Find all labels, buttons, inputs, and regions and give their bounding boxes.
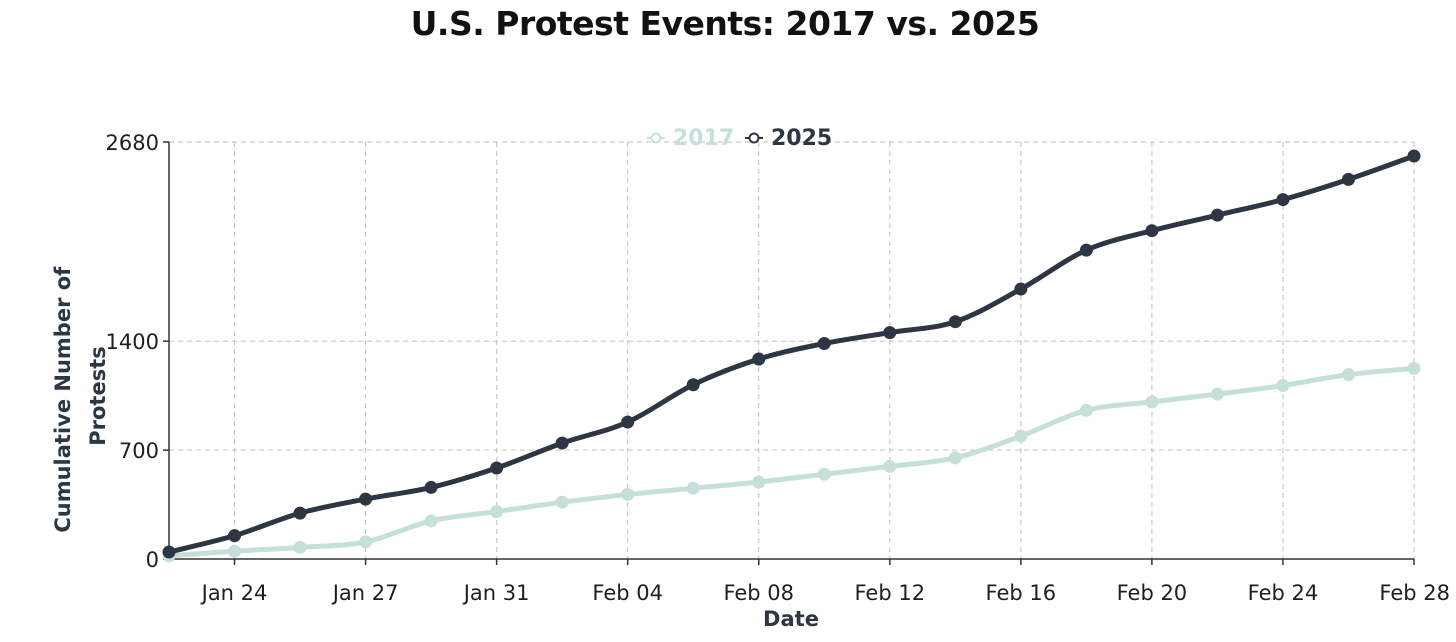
gridlines	[169, 141, 1415, 559]
data-point-2025	[162, 545, 176, 559]
data-point-2017	[752, 475, 766, 489]
data-point-2017	[948, 451, 962, 465]
data-point-2025	[752, 352, 766, 366]
data-point-2025	[686, 378, 700, 392]
data-point-2025	[1210, 208, 1224, 222]
y-axis-title: Cumulative Number of Protests	[51, 259, 110, 532]
data-point-2017	[555, 495, 569, 509]
legend-label-2025: 2025	[771, 126, 832, 151]
data-point-2017	[424, 514, 438, 528]
series-layer	[162, 149, 1421, 563]
x-tick-label: Feb 12	[855, 581, 926, 605]
data-point-2025	[1014, 282, 1028, 296]
series-line-2025	[166, 153, 1417, 555]
series-2025	[162, 149, 1421, 559]
legend-marker-2017	[650, 132, 662, 144]
data-point-2017	[1407, 361, 1421, 375]
chart-title: U.S. Protest Events: 2017 vs. 2025	[410, 4, 1040, 43]
y-tick-label: 2680	[106, 131, 159, 155]
data-point-2025	[424, 480, 438, 494]
y-axis-title-line-2: Protests	[86, 346, 110, 446]
data-point-2025	[359, 492, 373, 506]
data-point-2017	[1145, 395, 1159, 409]
data-point-2017	[817, 467, 831, 481]
data-point-2025	[948, 315, 962, 329]
axes	[168, 142, 1414, 560]
data-point-2017	[1341, 368, 1355, 382]
data-point-2025	[1276, 193, 1290, 207]
data-point-2017	[1276, 379, 1290, 393]
data-point-2025	[883, 326, 897, 340]
legend-label-2017: 2017	[673, 126, 734, 151]
y-tick-labels: 0 700 1400 2680	[106, 131, 169, 572]
x-tick-labels: Jan 24 Jan 27 Jan 31 Feb 04 Feb 08 Feb 12 Feb …	[200, 559, 1450, 605]
data-point-2025	[1341, 172, 1355, 186]
x-tick-label: Jan 27	[331, 581, 399, 605]
x-axis-title: Date	[763, 607, 819, 631]
data-point-2025	[228, 529, 242, 543]
x-tick-label: Feb 16	[986, 581, 1057, 605]
x-tick-label: Feb 08	[723, 581, 794, 605]
data-point-2025	[293, 506, 307, 520]
y-axis-title-line-1: Cumulative Number of	[51, 266, 75, 533]
data-point-2025	[555, 436, 569, 450]
data-point-2025	[490, 461, 504, 475]
series-2017	[162, 361, 1421, 563]
legend-marker-2025	[748, 132, 760, 144]
legend-item-2017: 2017	[647, 126, 734, 151]
data-point-2025	[621, 415, 635, 429]
legend-item-2025: 2025	[745, 126, 832, 151]
x-tick-label: Jan 24	[200, 581, 268, 605]
data-point-2017	[1210, 387, 1224, 401]
y-tick-label: 1400	[106, 330, 159, 354]
data-point-2025	[1079, 243, 1093, 257]
x-tick-label: Jan 31	[462, 581, 530, 605]
data-point-2025	[817, 336, 831, 350]
x-tick-label: Feb 04	[592, 581, 663, 605]
data-point-2017	[490, 505, 504, 519]
data-point-2017	[883, 459, 897, 473]
data-point-2017	[359, 535, 373, 549]
data-point-2017	[293, 540, 307, 554]
x-tick-label: Feb 24	[1248, 581, 1319, 605]
data-point-2017	[686, 481, 700, 495]
y-tick-label: 0	[146, 548, 159, 572]
data-point-2025	[1145, 224, 1159, 238]
data-point-2017	[1014, 429, 1028, 443]
legend: 2017 2025	[647, 126, 832, 151]
x-tick-label: Feb 28	[1379, 581, 1450, 605]
data-point-2017	[1079, 403, 1093, 417]
data-point-2025	[1407, 149, 1421, 163]
y-tick-label: 700	[119, 439, 159, 463]
data-point-2017	[621, 487, 635, 501]
data-point-2017	[228, 544, 242, 558]
series-line-2017	[166, 365, 1417, 559]
x-tick-label: Feb 20	[1117, 581, 1188, 605]
